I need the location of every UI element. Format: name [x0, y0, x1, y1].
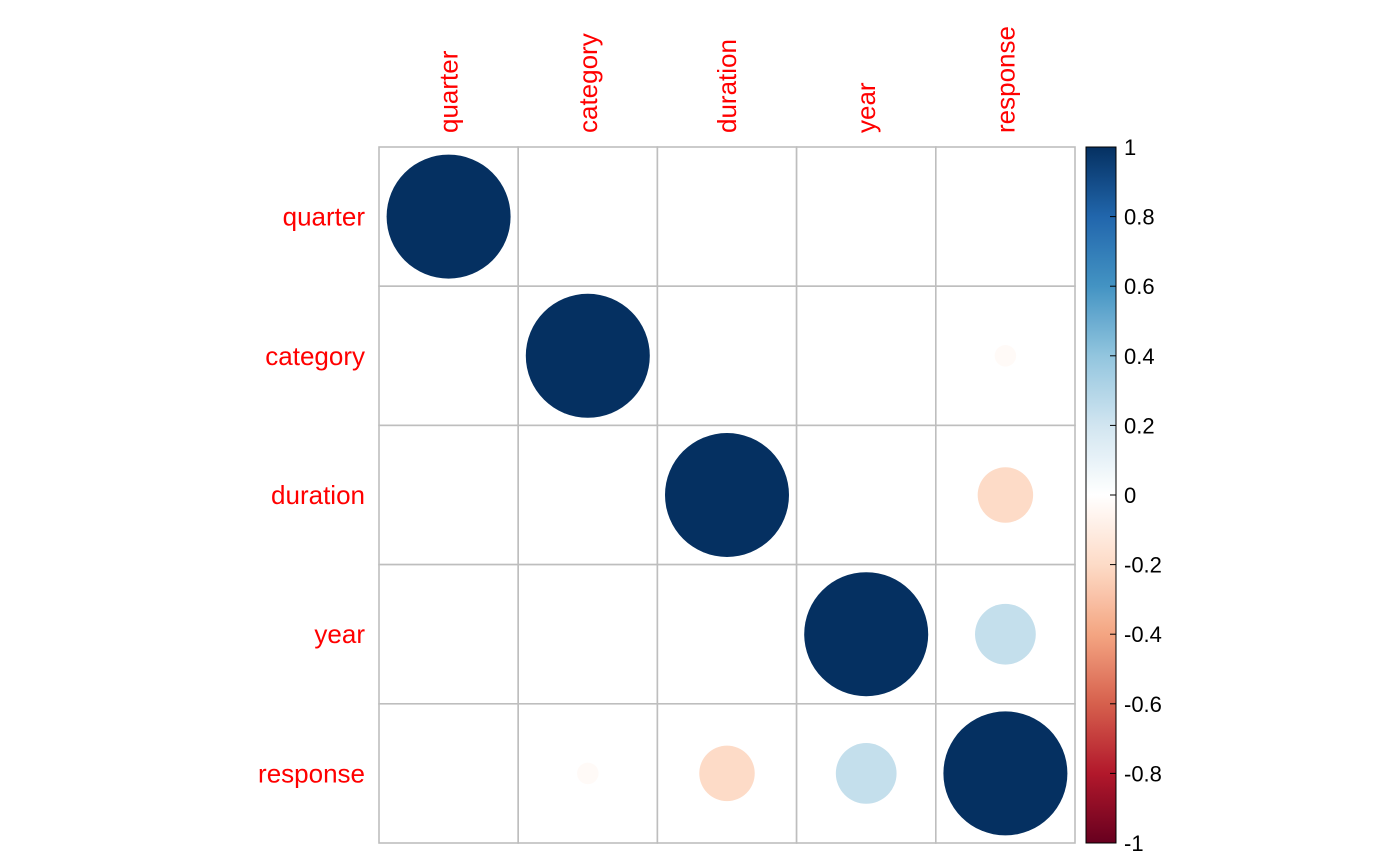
grid-cell-quarter-year	[795, 146, 937, 287]
colorbar-tick-label: -0.4	[1124, 622, 1162, 647]
column-labels: quarter category duration year response	[434, 26, 1021, 133]
grid-cell-category-year	[795, 285, 937, 427]
grid-cell-year-duration	[656, 563, 798, 705]
circle-layer	[386, 154, 1068, 836]
grid-cell-quarter-category	[517, 146, 659, 287]
colorbar-tick-label: -1	[1124, 831, 1144, 856]
corr-circle-category-response	[994, 345, 1017, 367]
grid-cell-response-category	[517, 702, 659, 844]
row-labels: quarter category duration year response	[258, 202, 365, 789]
colorbar-tick-label: 0.4	[1124, 344, 1155, 369]
corr-circle-year-response	[975, 603, 1036, 665]
row-label-duration: duration	[271, 480, 365, 510]
grid-cell-quarter-duration	[656, 146, 798, 287]
row-label-response: response	[258, 758, 365, 788]
corr-circle-duration-response	[977, 467, 1034, 523]
colorbar-tick-label: 0.6	[1124, 274, 1155, 299]
corr-circle-response-category	[577, 762, 599, 785]
colorbar-tick-label: 0.8	[1124, 205, 1155, 230]
grid-cell-category-duration	[656, 285, 798, 427]
grid-cell-quarter-response	[934, 146, 1076, 287]
column-label-category: category	[573, 33, 603, 133]
colorbar-tick-label: 0	[1124, 483, 1136, 508]
corr-circle-year-year	[804, 572, 929, 697]
colorbar-tick-label: -0.6	[1124, 692, 1162, 717]
row-label-quarter: quarter	[283, 202, 366, 232]
row-label-category: category	[265, 341, 365, 371]
grid-cell-category-quarter	[378, 285, 519, 427]
row-label-year: year	[314, 619, 365, 649]
colorbar-tick-label: 0.2	[1124, 413, 1155, 438]
corr-circle-category-category	[525, 293, 650, 418]
colorbar-tick-label: -0.8	[1124, 761, 1162, 786]
grid-cell-response-quarter	[378, 702, 519, 844]
column-label-response: response	[990, 26, 1020, 133]
corr-circle-duration-duration	[665, 433, 789, 557]
colorbar-tick-label: 1	[1124, 135, 1136, 160]
column-label-duration: duration	[712, 39, 742, 133]
grid-layer	[378, 146, 1076, 844]
colorbar-tick-label: -0.2	[1124, 553, 1162, 578]
corr-circle-response-response	[943, 711, 1068, 836]
colorbar: 1 0.8 0.6 0.4 0.2 0 -0.2 -0.4 -0.6 -0.8 -1	[1085, 135, 1162, 856]
corr-circle-response-duration	[699, 745, 755, 802]
grid-cell-duration-category	[517, 424, 659, 566]
corr-circle-quarter-quarter	[386, 154, 511, 279]
grid-cell-duration-quarter	[378, 424, 519, 566]
corr-circle-response-year	[835, 743, 897, 804]
grid-cell-year-quarter	[378, 563, 519, 705]
grid-cell-duration-year	[795, 424, 937, 566]
grid-cell-year-category	[517, 563, 659, 705]
column-label-year: year	[851, 82, 881, 133]
column-label-quarter: quarter	[434, 50, 464, 133]
